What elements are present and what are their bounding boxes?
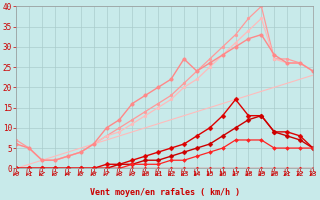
X-axis label: Vent moyen/en rafales ( km/h ): Vent moyen/en rafales ( km/h ) bbox=[90, 188, 240, 197]
